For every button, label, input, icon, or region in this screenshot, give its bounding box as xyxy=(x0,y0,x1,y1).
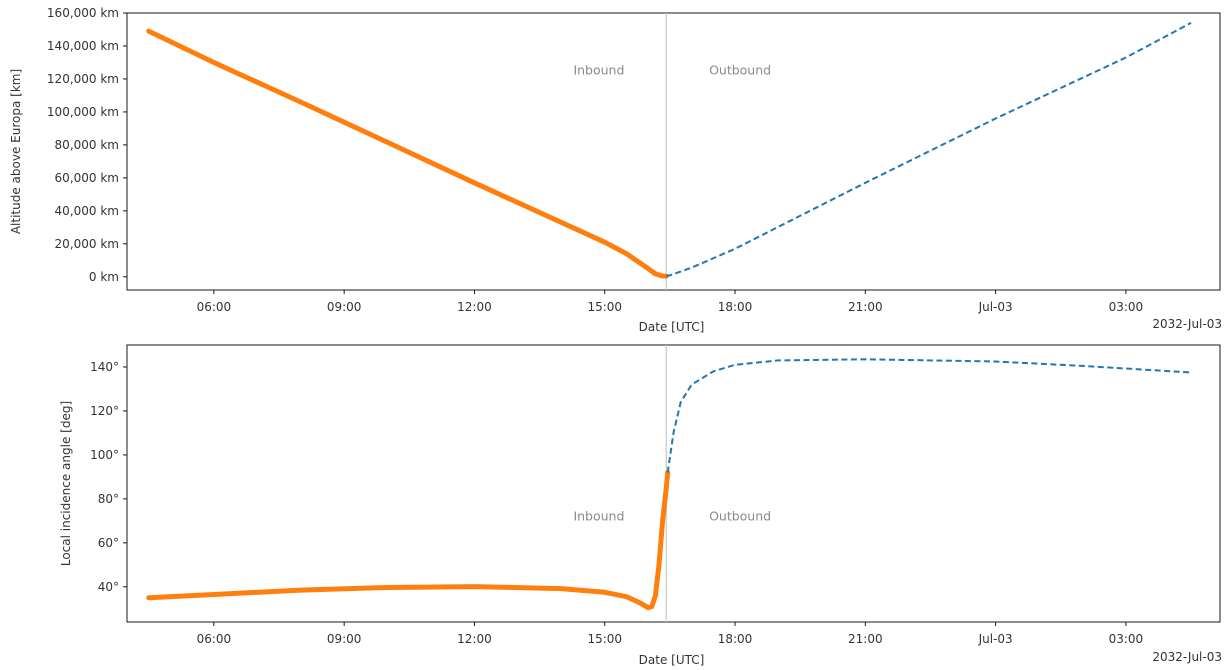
altitude-subplot: 0 km 20,000 km 40,000 km 60,000 km 80,000 km… xyxy=(9,6,1222,334)
y-tick-label: 120,000 km xyxy=(47,72,119,86)
x-tick-label: 18:00 xyxy=(718,632,753,646)
x-tick-label: Jul-03 xyxy=(978,300,1013,314)
y-tick-label: 0 km xyxy=(89,270,119,284)
x-tick-label: 21:00 xyxy=(848,632,883,646)
x-tick-label: 03:00 xyxy=(1109,632,1144,646)
outbound-series-line xyxy=(666,22,1192,278)
x-tick-label: 21:00 xyxy=(848,300,883,314)
x-tick-label: 03:00 xyxy=(1109,300,1144,314)
x-axis-title: Date [UTC] xyxy=(639,653,705,667)
x-tick-label: 09:00 xyxy=(327,632,362,646)
y-tick-label: 40,000 km xyxy=(55,204,119,218)
axes-frame xyxy=(126,12,1221,291)
x-tick-label: 06:00 xyxy=(197,632,232,646)
x-tick-label: Jul-03 xyxy=(978,632,1013,646)
y-axis-title: Local incidence angle [deg] xyxy=(59,401,73,566)
y-tick-label: 160,000 km xyxy=(47,6,119,20)
inbound-series-line xyxy=(146,28,669,279)
x-tick-label: 06:00 xyxy=(197,300,232,314)
annotation-outbound: Outbound xyxy=(709,63,771,78)
y-tick-label: 80° xyxy=(98,492,119,506)
axes-frame xyxy=(126,344,1221,623)
x-axis-title: Date [UTC] xyxy=(639,320,705,334)
annotation-outbound: Outbound xyxy=(709,508,771,523)
annotation-inbound: Inbound xyxy=(573,63,624,78)
y-tick-label: 140,000 km xyxy=(47,39,119,53)
incidence-angle-subplot: 40° 60° 80° 100° 120° 140° 06:00 09:00 12:00 15:0… xyxy=(59,344,1222,667)
x-tick-label: 15:00 xyxy=(587,632,622,646)
y-tick-label: 140° xyxy=(90,360,119,374)
x-tick-label: 12:00 xyxy=(457,300,492,314)
x-tick-label: 12:00 xyxy=(457,632,492,646)
x-axis-date-offset-label: 2032-Jul-03 xyxy=(1152,650,1222,664)
outbound-series-line xyxy=(666,358,1192,473)
y-tick-label: 60,000 km xyxy=(55,171,119,185)
y-axis-title: Altitude above Europa [km] xyxy=(9,69,23,234)
y-tick-label: 100° xyxy=(90,448,119,462)
y-tick-label: 80,000 km xyxy=(55,138,119,152)
y-tick-label: 40° xyxy=(98,580,119,594)
x-tick-label: 09:00 xyxy=(327,300,362,314)
x-tick-label: 15:00 xyxy=(587,300,622,314)
y-tick-label: 120° xyxy=(90,404,119,418)
y-tick-label: 20,000 km xyxy=(55,237,119,251)
annotation-inbound: Inbound xyxy=(573,508,624,523)
x-tick-label: 18:00 xyxy=(718,300,753,314)
x-axis-date-offset-label: 2032-Jul-03 xyxy=(1152,317,1222,331)
y-tick-label: 100,000 km xyxy=(47,105,119,119)
y-tick-label: 60° xyxy=(98,536,119,550)
inbound-series-line xyxy=(146,470,671,611)
